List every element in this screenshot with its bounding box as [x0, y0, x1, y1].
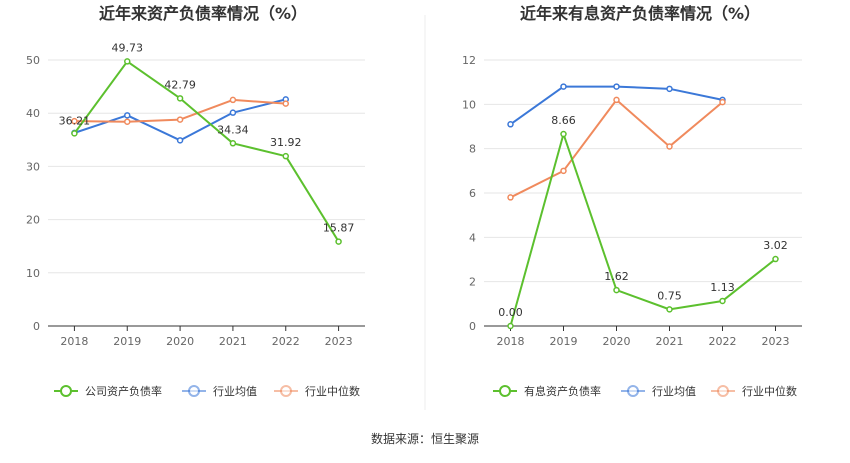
y-tick-label: 6 [469, 187, 476, 200]
data-label: 42.79 [164, 78, 196, 91]
legend-marker-icon [499, 385, 511, 397]
y-tick-label: 4 [469, 231, 476, 244]
data-label: 0.75 [657, 289, 682, 302]
data-label: 34.34 [217, 123, 249, 136]
y-tick-label: 10 [462, 98, 476, 111]
y-tick-label: 40 [26, 107, 40, 120]
legend-marker-icon [60, 385, 72, 397]
industry_avg-data-point [124, 112, 131, 119]
industry_avg-data-point [560, 83, 567, 90]
company-data-point [507, 322, 514, 330]
legend-item-industry_median: 行业中位数 [711, 384, 797, 398]
x-tick-label: 2023 [762, 335, 790, 348]
y-tick-label: 30 [26, 160, 40, 173]
data-label: 8.66 [551, 114, 576, 127]
x-tick-label: 2021 [656, 335, 684, 348]
legend-item-industry_avg: 行业均值 [621, 385, 696, 398]
legend-label: 行业均值 [652, 385, 696, 398]
company-data-point [666, 306, 673, 313]
industry_avg-data-point [613, 83, 620, 90]
chart-title: 近年来资产负债率情况（%） [99, 4, 307, 23]
chart-title: 近年来有息资产负债率情况（%） [520, 4, 760, 23]
x-tick-label: 2020 [166, 335, 194, 348]
industry_median-data-point [124, 118, 131, 125]
company-data-point [71, 130, 78, 137]
legend-label: 行业中位数 [742, 384, 797, 398]
x-tick-label: 2022 [709, 335, 737, 348]
y-tick-label: 50 [26, 54, 40, 67]
legend-marker-icon [627, 385, 639, 397]
y-tick-label: 10 [26, 267, 40, 280]
data-label: 31.92 [270, 136, 302, 149]
y-tick-label: 0 [33, 320, 40, 333]
y-tick-label: 12 [462, 54, 476, 67]
data-label: 0.00 [498, 306, 523, 319]
x-tick-label: 2022 [272, 335, 300, 348]
legend-marker-icon [280, 385, 292, 397]
company-data-point [176, 95, 184, 102]
legend-marker-icon [188, 385, 200, 397]
data-label: 1.13 [710, 281, 735, 294]
company-data-point [613, 286, 620, 294]
x-tick-label: 2018 [60, 335, 88, 348]
company-series-line [509, 133, 777, 327]
y-tick-label: 2 [469, 276, 476, 289]
legend-label: 有息资产负债率 [524, 384, 601, 398]
legend-marker-icon [717, 385, 729, 397]
x-tick-label: 2018 [497, 335, 525, 348]
debt-ratio-chart: 近年来资产负债率情况（%） 0 10 20 30 40 50 2018 2019 2020 2021… [26, 4, 365, 398]
x-tick-label: 2021 [219, 335, 247, 348]
industry_median-data-point [666, 143, 673, 150]
x-tick-label: 2023 [325, 335, 353, 348]
data-label: 1.62 [604, 270, 629, 283]
industry_avg-data-point [666, 85, 673, 93]
industry_median-data-point [282, 100, 289, 107]
company-data-point [560, 130, 567, 138]
industry_avg-data-point [229, 109, 237, 116]
interest-debt-ratio-chart: 近年来有息资产负债率情况（%） 0 2 4 6 8 10 12 2018 2019 2020 2021… [462, 4, 802, 398]
legend-item-company: 公司资产负债率 [54, 384, 162, 398]
industry_median-data-point [613, 96, 620, 104]
x-tick-label: 2019 [550, 335, 578, 348]
legend-label: 公司资产负债率 [85, 384, 162, 398]
industry_avg-data-point [176, 137, 184, 144]
data-label: 36.21 [59, 114, 91, 127]
y-tick-label: 8 [469, 143, 476, 156]
legend-label: 行业中位数 [305, 384, 360, 398]
x-tick-label: 2020 [603, 335, 631, 348]
company-data-point [772, 255, 779, 263]
data-source-text: 数据来源：恒生聚源 [371, 431, 479, 446]
company-series-line [73, 60, 340, 243]
industry_median-data-point [719, 98, 726, 106]
company-data-point [335, 238, 342, 245]
company-data-point [124, 58, 131, 65]
industry_avg-series-line [509, 85, 723, 126]
legend-item-company: 有息资产负债率 [493, 384, 601, 398]
company-data-point [229, 140, 237, 147]
industry_median-data-point [229, 96, 237, 104]
legend-item-industry_avg: 行业均值 [182, 385, 257, 398]
legend-label: 行业均值 [213, 385, 257, 398]
data-label: 49.73 [112, 41, 144, 54]
company-data-point [719, 297, 726, 305]
industry_median-data-point [176, 116, 184, 123]
industry_avg-data-point [507, 121, 514, 128]
company-data-point [282, 152, 289, 160]
y-tick-label: 20 [26, 214, 40, 227]
industry_median-data-point [71, 117, 78, 125]
legend-item-industry_median: 行业中位数 [274, 384, 360, 398]
industry_median-data-point [507, 194, 514, 201]
industry_median-data-point [560, 167, 567, 175]
x-tick-label: 2019 [113, 335, 141, 348]
data-label: 15.87 [323, 222, 355, 235]
y-tick-label: 0 [469, 320, 476, 333]
data-label: 3.02 [763, 239, 788, 252]
